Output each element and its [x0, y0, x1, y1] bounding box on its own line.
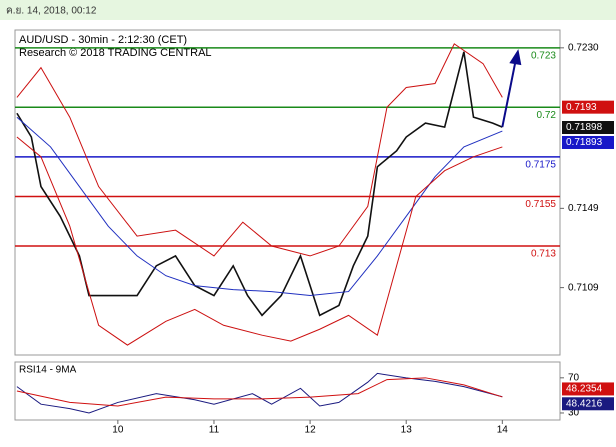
chart-title: AUD/USD - 30min - 2:12:30 (CET): [19, 34, 187, 46]
price-label: 0.71898: [566, 122, 603, 133]
series-line: [16, 136, 503, 346]
rsi-panel: [14, 361, 561, 421]
price-label: 48.4216: [566, 398, 603, 409]
rsi-title: RSI14 - 9MA: [19, 365, 77, 376]
price-label-box: [562, 397, 614, 411]
chart-subtitle: Research © 2018 TRADING CENTRAL: [19, 47, 212, 59]
price-label-box: [562, 382, 614, 396]
price-panel: [14, 29, 561, 356]
y-tick-label: 0.7109: [568, 282, 599, 293]
level-label: 0.72: [537, 110, 557, 121]
price-label: 0.71893: [566, 137, 603, 148]
header-bar: [0, 0, 616, 20]
x-tick-label: 14: [497, 425, 509, 436]
x-tick-label: 13: [401, 425, 413, 436]
price-label-box: [562, 100, 614, 114]
y-tick-label: 0.7149: [568, 203, 599, 214]
series-line: [16, 43, 503, 257]
x-tick-label: 11: [209, 425, 220, 436]
level-label: 0.7155: [525, 199, 556, 210]
price-label-box: [562, 135, 614, 149]
forecast-arrow: [501, 56, 518, 128]
forecast-arrowhead: [509, 49, 522, 66]
series-line: [16, 377, 503, 407]
price-label-box: [562, 121, 614, 134]
level-label: 0.7175: [525, 159, 556, 170]
y-tick-label: 0.7230: [568, 42, 599, 53]
y-tick-label: 70: [568, 372, 580, 383]
series-line: [16, 116, 503, 297]
series-line: [16, 372, 503, 414]
level-label: 0.713: [531, 249, 556, 260]
x-tick-label: 12: [305, 425, 317, 436]
price-label: 0.7193: [566, 102, 597, 113]
price-label: 48.2354: [566, 384, 603, 395]
y-tick-label: 30: [568, 408, 580, 419]
timestamp: ค.ย. 14, 2018, 00:12: [6, 6, 97, 17]
x-tick-label: 10: [112, 425, 124, 436]
level-label: 0.723: [531, 50, 556, 61]
series-line: [16, 51, 503, 317]
